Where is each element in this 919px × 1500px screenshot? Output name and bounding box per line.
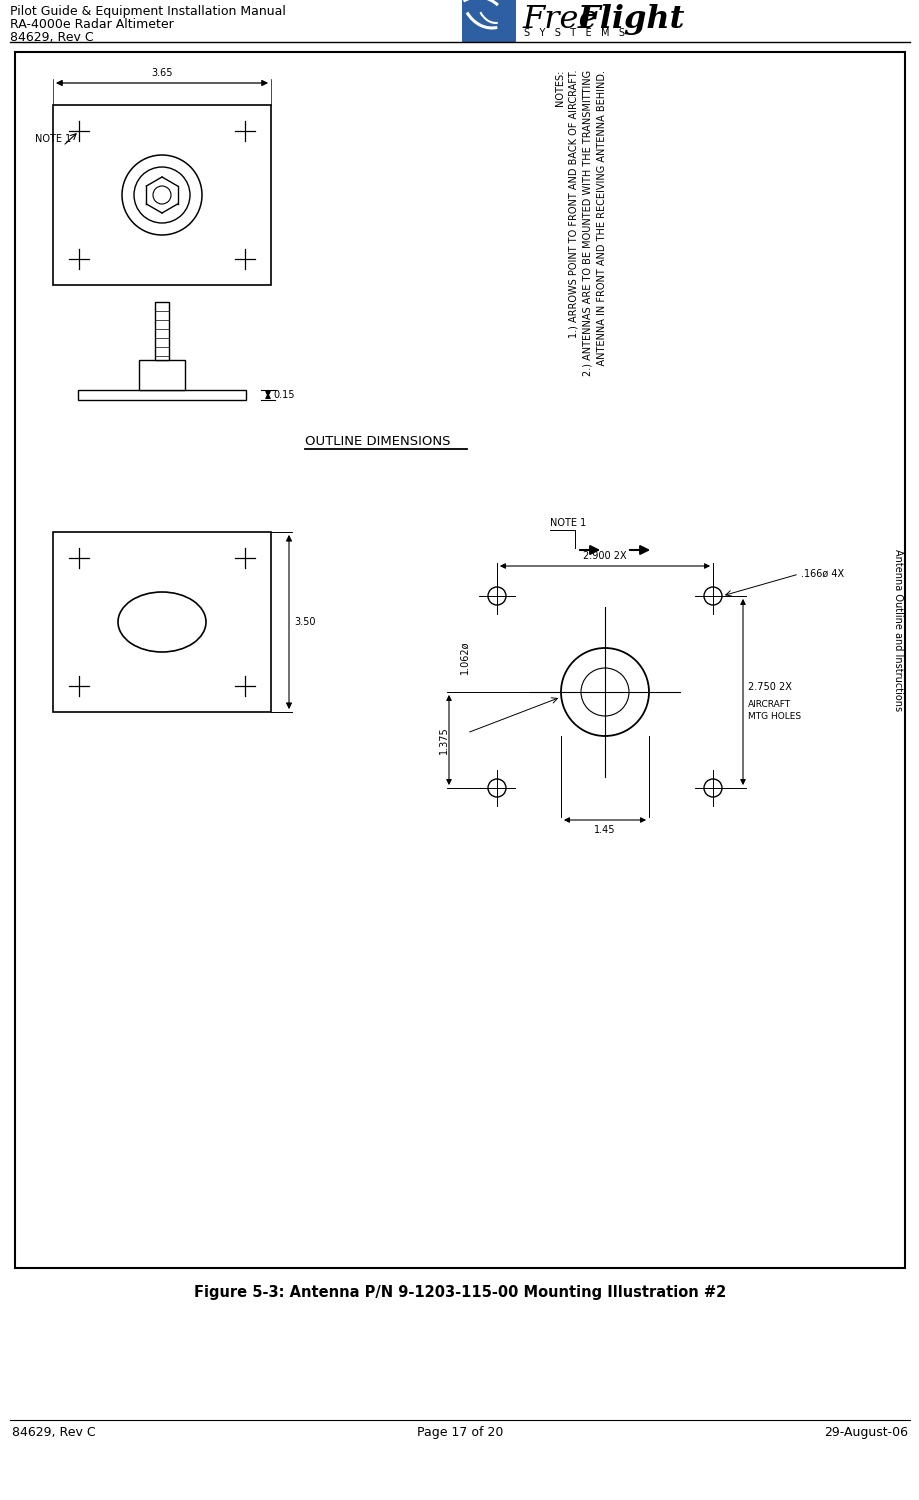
Text: 1.062ø: 1.062ø	[460, 640, 470, 674]
Bar	[139, 360, 185, 390]
Text: 84629, Rev C: 84629, Rev C	[10, 32, 94, 44]
Text: NOTES:: NOTES:	[554, 70, 564, 106]
Text: RA-4000e Radar Altimeter: RA-4000e Radar Altimeter	[10, 18, 174, 32]
Text: 2.900 2X: 2.900 2X	[583, 550, 626, 561]
Bar	[154, 302, 169, 360]
Text: S   Y   S   T   E   M   S: S Y S T E M S	[524, 28, 624, 38]
Bar	[461, 0, 516, 42]
Text: ANTENNA IN FRONT AND THE RECEIVING ANTENNA BEHIND.: ANTENNA IN FRONT AND THE RECEIVING ANTEN…	[596, 70, 607, 378]
Text: MTG HOLES: MTG HOLES	[747, 712, 800, 722]
Bar	[78, 390, 245, 400]
Text: 3.65: 3.65	[151, 68, 173, 78]
Text: Flight: Flight	[577, 4, 685, 34]
Text: .166ø 4X: .166ø 4X	[800, 568, 844, 579]
Bar	[53, 105, 271, 285]
Text: Figure 5-3: Antenna P/N 9-1203-115-00 Mounting Illustration #2: Figure 5-3: Antenna P/N 9-1203-115-00 Mo…	[194, 1286, 725, 1300]
Text: 2.) ANTENNAS ARE TO BE MOUNTED WITH THE TRANSMITTING: 2.) ANTENNAS ARE TO BE MOUNTED WITH THE …	[583, 70, 593, 376]
Text: Free: Free	[521, 4, 596, 34]
Text: OUTLINE DIMENSIONS: OUTLINE DIMENSIONS	[305, 435, 450, 448]
Text: NOTE 1: NOTE 1	[35, 134, 71, 144]
Text: Pilot Guide & Equipment Installation Manual: Pilot Guide & Equipment Installation Man…	[10, 4, 286, 18]
Text: Antenna Outline and Instructions: Antenna Outline and Instructions	[892, 549, 902, 711]
Text: 1.45: 1.45	[594, 825, 615, 836]
Text: Page 17 of 20: Page 17 of 20	[416, 1426, 503, 1438]
Text: 3.50: 3.50	[294, 616, 315, 627]
Text: AIRCRAFT: AIRCRAFT	[747, 700, 790, 709]
Text: 29-August-06: 29-August-06	[823, 1426, 907, 1438]
Text: 0.15: 0.15	[273, 390, 294, 400]
Bar	[15, 53, 904, 1268]
Text: 1.) ARROWS POINT TO FRONT AND BACK OF AIRCRAFT.: 1.) ARROWS POINT TO FRONT AND BACK OF AI…	[568, 70, 578, 339]
Text: 2.750 2X: 2.750 2X	[747, 682, 791, 692]
Bar	[53, 532, 271, 712]
Text: NOTE 1: NOTE 1	[550, 518, 585, 528]
Text: 1.375: 1.375	[438, 726, 448, 754]
Text: 84629, Rev C: 84629, Rev C	[12, 1426, 96, 1438]
